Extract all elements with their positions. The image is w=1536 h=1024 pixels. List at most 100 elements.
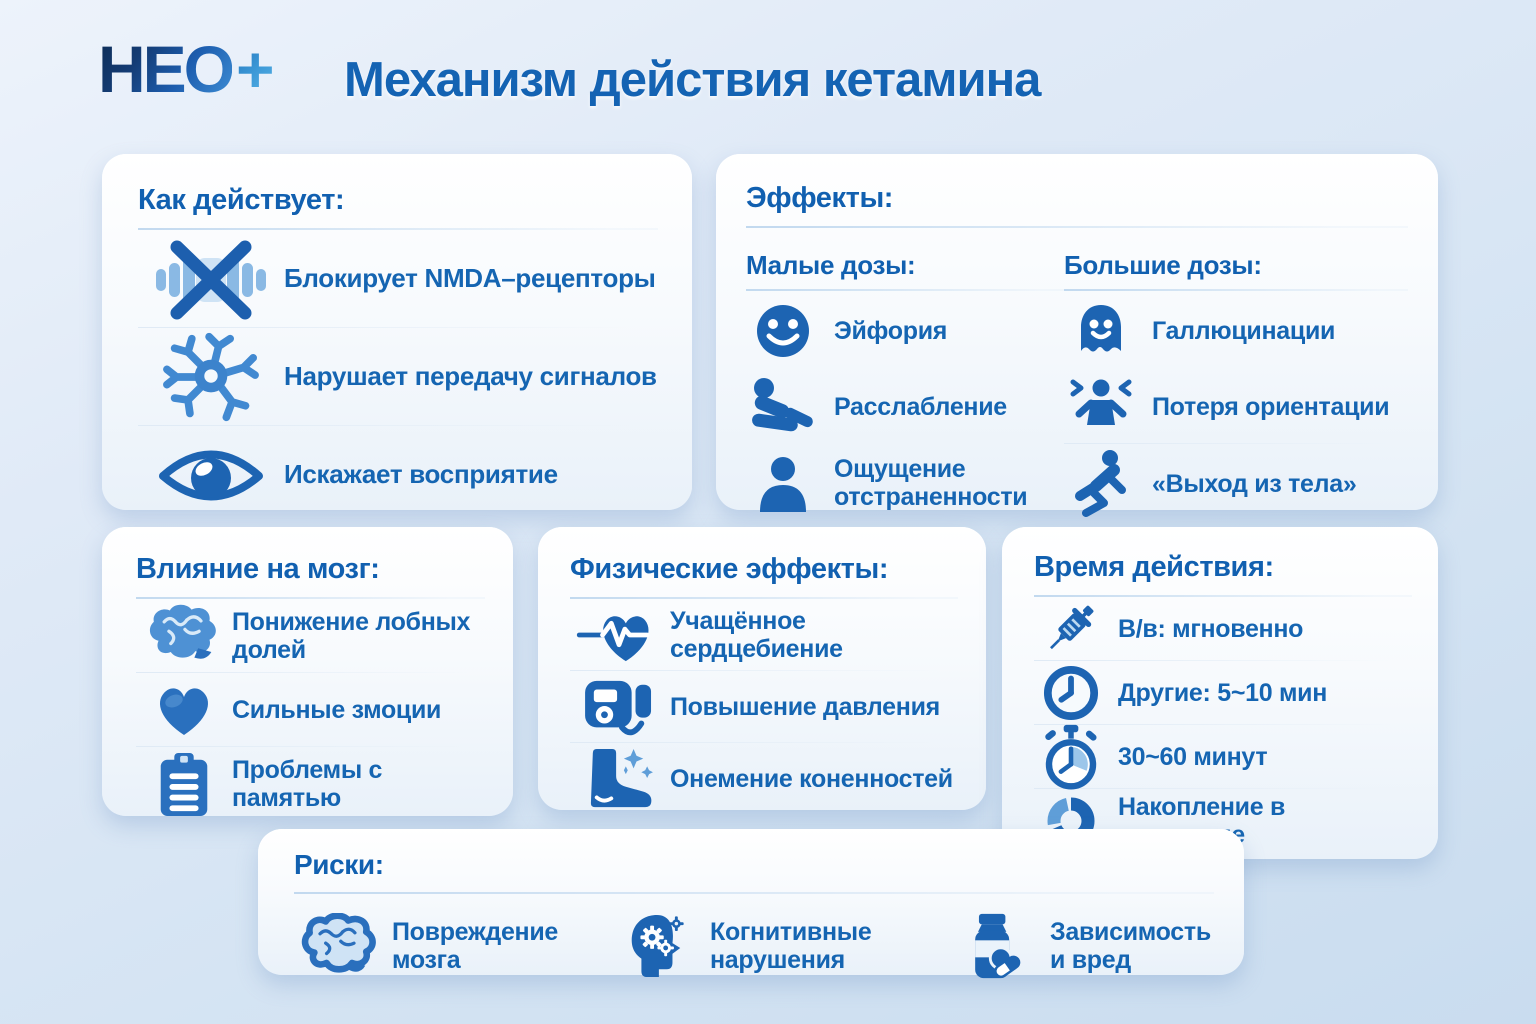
row-divider bbox=[570, 742, 958, 743]
card-effects: Эффекты: Малые дозы: Эйфория bbox=[716, 154, 1438, 517]
column-header: Большие дозы: bbox=[1064, 250, 1262, 280]
card-time-of-action: Время действия: bbox=[1002, 527, 1438, 859]
list-item: Повреждение мозга bbox=[294, 913, 612, 979]
neuron-icon bbox=[138, 331, 284, 423]
item-label: Когнитивные нарушения bbox=[710, 918, 872, 974]
card-physical-effects: Физические эффекты: Учащённое сердцебиен… bbox=[538, 527, 986, 810]
card-how-it-works: Как действует: bbox=[102, 154, 692, 510]
card-title: Как действует: bbox=[138, 184, 345, 216]
row-divider bbox=[1034, 660, 1412, 661]
eye-icon bbox=[138, 439, 284, 511]
item-label: В/в: мгновенно bbox=[1118, 614, 1304, 643]
title-underline bbox=[136, 597, 485, 599]
reclining-person-icon bbox=[746, 376, 820, 438]
list-item: Проблемы с памятью bbox=[136, 747, 485, 820]
list-item: Когнитивные нарушения bbox=[612, 912, 952, 980]
list-item: «Выход из тела» bbox=[1064, 448, 1408, 520]
syringe-icon bbox=[1034, 598, 1108, 660]
item-label: Зависимость и вред bbox=[1050, 918, 1211, 974]
item-label: Повреждение мозга bbox=[392, 918, 559, 974]
list-item: Повышение давления bbox=[570, 671, 958, 742]
list-item: Блокирует NMDA–рецепторы bbox=[138, 230, 658, 327]
card-title: Физические эффекты: bbox=[570, 553, 889, 585]
column-header: Малые дозы: bbox=[746, 250, 916, 280]
disoriented-person-icon bbox=[1064, 377, 1138, 437]
numb-foot-icon bbox=[570, 747, 670, 811]
item-label: Эйфория bbox=[834, 317, 948, 345]
item-label: Другие: 5~10 мин bbox=[1118, 678, 1328, 707]
list-item: 30~60 минут bbox=[1034, 724, 1412, 790]
column-small-doses: Малые дозы: Эйфория bbox=[746, 250, 1064, 520]
list-item: Расслабление bbox=[746, 371, 1064, 443]
item-label: Учащённое сердцебиение bbox=[670, 606, 843, 663]
item-label: «Выход из тела» bbox=[1152, 470, 1357, 498]
item-label: Расслабление bbox=[834, 393, 1007, 421]
title-underline bbox=[570, 597, 958, 599]
floating-person-icon bbox=[1064, 449, 1138, 519]
blocked-receptor-icon bbox=[138, 236, 284, 322]
stopwatch-icon bbox=[1034, 724, 1108, 790]
item-label: Проблемы с памятью bbox=[232, 755, 383, 812]
card-title: Влияние на мозг: bbox=[136, 553, 380, 585]
head-gears-icon bbox=[612, 912, 698, 980]
card-title: Время действия: bbox=[1034, 551, 1274, 583]
list-item: Зависимость и вред bbox=[952, 912, 1214, 980]
column-large-doses: Большие дозы: Галлюцинации bbox=[1064, 250, 1408, 520]
item-label: Потеря ориентации bbox=[1152, 393, 1390, 421]
card-title: Риски: bbox=[294, 849, 384, 880]
title-underline bbox=[294, 892, 1214, 894]
clock-icon bbox=[1034, 665, 1108, 721]
ghost-icon bbox=[1064, 302, 1138, 360]
item-label: Ощущение отстраненности bbox=[834, 455, 1028, 511]
item-label: Галлюцинации bbox=[1152, 317, 1336, 345]
row-divider bbox=[138, 425, 658, 426]
brain-outline-icon bbox=[294, 913, 380, 979]
row-divider bbox=[1064, 443, 1408, 444]
item-label: Понижение лобных долей bbox=[232, 607, 471, 664]
card-brain-influence: Влияние на мозг: Понижение лобных долей bbox=[102, 527, 513, 816]
list-item: Понижение лобных долей bbox=[136, 599, 485, 672]
heartbeat-icon bbox=[570, 603, 670, 667]
title-underline bbox=[138, 228, 658, 230]
list-item: Потеря ориентации bbox=[1064, 371, 1408, 443]
item-label: Онемение коненностей bbox=[670, 764, 953, 793]
logo-neo-text: НЕО bbox=[98, 32, 235, 106]
list-item: Сильные змоции bbox=[136, 673, 485, 746]
row-divider bbox=[1034, 724, 1412, 725]
item-label: 30~60 минут bbox=[1118, 742, 1268, 771]
item-label: Искажает восприятие bbox=[284, 458, 558, 489]
person-icon bbox=[746, 454, 820, 512]
item-label: Повышение давления bbox=[670, 692, 940, 721]
list-item: Онемение коненностей bbox=[570, 743, 958, 814]
smiley-icon bbox=[746, 303, 820, 359]
blood-pressure-icon bbox=[570, 675, 670, 739]
list-item: Учащённое сердцебиение bbox=[570, 599, 958, 670]
clipboard-icon bbox=[136, 752, 232, 816]
row-divider bbox=[136, 672, 485, 673]
risks-row: Повреждение мозга bbox=[294, 900, 1214, 992]
list-item: Другие: 5~10 мин bbox=[1034, 661, 1412, 724]
card-title: Эффекты: bbox=[746, 182, 894, 214]
list-item: Ощущение отстраненности bbox=[746, 447, 1064, 519]
row-divider bbox=[570, 670, 958, 671]
list-item: Искажает восприятие bbox=[138, 426, 658, 523]
item-label: Нарушает передачу сигналов bbox=[284, 360, 657, 391]
page-title: Механизм действия кетамина bbox=[344, 53, 1041, 107]
row-divider bbox=[138, 327, 658, 328]
row-divider bbox=[1034, 788, 1412, 789]
brand-logo: НЕО + bbox=[98, 32, 275, 106]
row-divider bbox=[136, 746, 485, 747]
list-item: Галлюцинации bbox=[1064, 295, 1408, 367]
list-item: В/в: мгновенно bbox=[1034, 597, 1412, 660]
brain-icon bbox=[136, 603, 232, 669]
list-item: Нарушает передачу сигналов bbox=[138, 328, 658, 425]
pill-bottle-icon bbox=[952, 912, 1038, 980]
list-item: Эйфория bbox=[746, 295, 1064, 367]
column-underline bbox=[746, 289, 1064, 291]
item-label: Блокирует NMDA–рецепторы bbox=[284, 262, 656, 293]
title-underline bbox=[746, 226, 1408, 228]
effects-columns: Малые дозы: Эйфория bbox=[746, 250, 1408, 520]
item-label: Сильные змоции bbox=[232, 695, 442, 724]
logo-plus-icon: + bbox=[236, 32, 275, 106]
